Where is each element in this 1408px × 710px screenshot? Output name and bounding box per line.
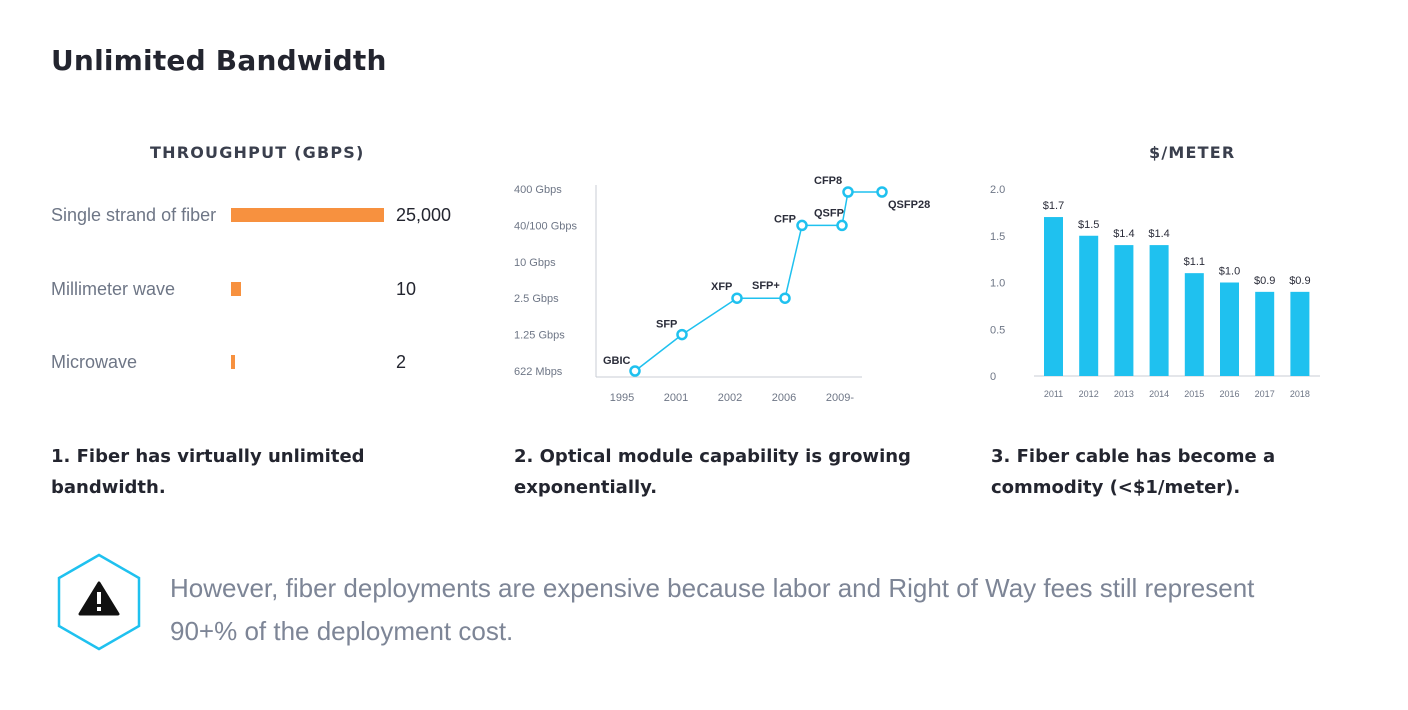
x-tick-label: 2001: [664, 392, 688, 404]
bar-value-label: $1.4: [1148, 228, 1169, 240]
y-tick-label: 1.0: [990, 278, 1005, 290]
bar-value-label: 2: [396, 352, 407, 372]
y-tick-label: 1.5: [990, 231, 1005, 243]
x-tick-label: 1995: [610, 392, 634, 404]
optical-module-chart: 622 Mbps 1.25 Gbps 2.5 Gbps 10 Gbps 40/100 G…: [514, 175, 930, 404]
y-tick-label: 10 Gbps: [514, 257, 556, 269]
warning-icon: [57, 553, 141, 651]
data-point: [842, 186, 854, 198]
x-tick-label: 2015: [1184, 389, 1204, 399]
cost-per-meter-chart: 0 0.5 1.0 1.5 2.0 $1.7 2011 $1.5 2012 $1.4 2013 $1.…: [990, 184, 1320, 399]
x-tick-label: 2016: [1219, 389, 1239, 399]
point-label: CFP8: [814, 175, 842, 187]
bar: [231, 208, 384, 222]
y-tick-label: 40/100 Gbps: [514, 220, 577, 232]
bar-value-label: $1.0: [1219, 266, 1240, 278]
caption-optical-module: 2. Optical module capability is growing …: [514, 446, 911, 498]
y-tick-label: 0.5: [990, 324, 1005, 336]
y-tick-label: 400 Gbps: [514, 184, 562, 196]
bar: [1149, 245, 1169, 376]
y-tick-label: 2.0: [990, 184, 1005, 196]
x-tick-label: 2017: [1255, 389, 1275, 399]
bar-value-label: $0.9: [1254, 275, 1275, 287]
data-point: [779, 292, 791, 304]
x-tick-label: 2011: [1044, 389, 1063, 399]
y-tick-label: 622 Mbps: [514, 366, 563, 378]
cost-chart-title: $/METER: [1149, 143, 1236, 162]
bar: [1079, 235, 1099, 376]
bar-label: Microwave: [51, 352, 138, 372]
x-tick-label: 2018: [1290, 389, 1310, 399]
y-tick-label: 1.25 Gbps: [514, 330, 565, 342]
bar: [231, 355, 235, 369]
bar: [1114, 245, 1134, 376]
x-tick-label: 2012: [1079, 389, 1099, 399]
point-label: GBIC: [603, 355, 631, 367]
bar: [1044, 217, 1063, 376]
bar-label: Single strand of fiber: [51, 205, 217, 225]
x-tick-label: 2006: [772, 392, 796, 404]
point-label: QSFP: [814, 207, 844, 219]
data-point: [731, 292, 743, 304]
point-label: SFP+: [752, 280, 780, 292]
deployment-cost-note: However, fiber deployments are expensive…: [170, 573, 1255, 646]
bar: [231, 282, 241, 296]
data-point: [629, 365, 641, 377]
x-tick-label: 2014: [1149, 389, 1169, 399]
bar-label: Millimeter wave: [51, 279, 176, 299]
caption-fiber-bandwidth: 1. Fiber has virtually unlimited bandwid…: [51, 446, 365, 498]
y-tick-label: 2.5 Gbps: [514, 293, 559, 305]
data-point: [676, 328, 688, 341]
point-label: CFP: [774, 213, 796, 225]
x-tick-label: 2013: [1114, 389, 1134, 399]
bar: [1255, 291, 1275, 376]
bar: [1184, 273, 1204, 376]
bar: [1220, 282, 1239, 376]
bar-value-label: $0.9: [1289, 275, 1310, 287]
bar-value-label: $1.4: [1113, 228, 1134, 240]
point-label: SFP: [656, 319, 677, 331]
caption-fiber-commodity: 3. Fiber cable has become a commodity (<…: [991, 446, 1276, 498]
point-label: XFP: [711, 281, 732, 293]
data-point: [796, 219, 808, 232]
bar-value-label: $1.7: [1043, 200, 1064, 212]
bar-value-label: 25,000: [396, 205, 452, 225]
bar-value-label: $1.5: [1078, 219, 1099, 231]
bar-value-label: 10: [396, 279, 417, 299]
bar-value-label: $1.1: [1184, 256, 1205, 268]
x-tick-label: 2002: [718, 392, 742, 404]
throughput-chart-title: THROUGHPUT (GBPS): [150, 143, 365, 162]
y-tick-label: 0: [990, 371, 996, 383]
bar: [1290, 291, 1310, 376]
x-tick-label: 2009-: [826, 392, 854, 404]
point-label: QSFP28: [888, 199, 930, 211]
page-title: Unlimited Bandwidth: [51, 44, 387, 77]
data-point: [876, 186, 888, 198]
data-point: [836, 219, 848, 232]
